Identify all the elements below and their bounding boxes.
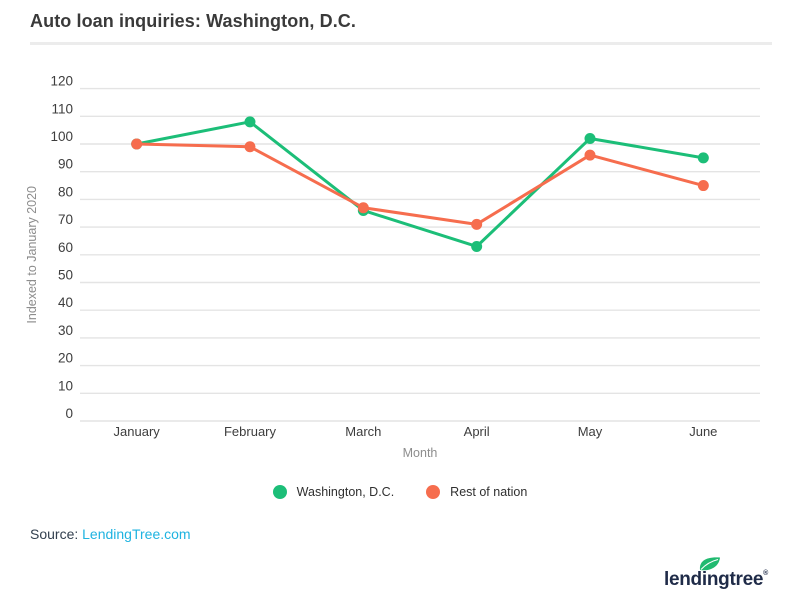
- legend-dot-washington: [272, 485, 287, 499]
- x-tick-label: March: [345, 424, 381, 439]
- x-tick-label: January: [114, 424, 161, 439]
- series-line-1: [135, 142, 705, 226]
- y-tick-label: 0: [65, 406, 73, 421]
- data-point-1-2: [357, 202, 369, 214]
- x-tick-label: June: [689, 424, 717, 439]
- line-chart: 0 10 20 30 40 50 60 70 80 90 100 110 120 January Febru…: [25, 74, 760, 460]
- data-point-1-1: [244, 141, 256, 153]
- source-label: Source:: [30, 526, 83, 542]
- series-line-0: [135, 120, 705, 248]
- chart-legend: Washington, D.C. Rest of nation: [0, 485, 800, 499]
- x-tick-label: April: [464, 424, 490, 439]
- logo-text: lendingtree®: [664, 569, 768, 591]
- x-axis-title: Month: [403, 446, 438, 460]
- data-point-0-1: [244, 116, 256, 128]
- data-point-0-5: [697, 152, 709, 164]
- y-tick-label: 70: [58, 212, 73, 227]
- y-tick-label: 50: [58, 268, 73, 283]
- x-tick-label: February: [224, 424, 277, 439]
- y-tick-label: 20: [58, 351, 73, 366]
- lendingtree-logo: lendingtree®: [664, 556, 784, 596]
- y-tick-label: 120: [50, 74, 73, 89]
- source-link[interactable]: LendingTree.com: [82, 526, 191, 542]
- data-point-1-4: [584, 149, 596, 161]
- data-point-0-3: [471, 240, 483, 252]
- legend-dot-nation: [426, 485, 441, 499]
- leaf-icon: [699, 557, 720, 571]
- legend-item-nation: Rest of nation: [426, 485, 527, 499]
- page-title: Auto loan inquiries: Washington, D.C.: [30, 11, 357, 31]
- y-tick-label: 30: [58, 323, 73, 338]
- title-divider: [30, 42, 772, 45]
- legend-label-nation: Rest of nation: [450, 485, 528, 499]
- y-axis-title: Indexed to January 2020: [25, 186, 39, 324]
- data-point-1-3: [471, 218, 483, 230]
- x-tick-label: May: [578, 424, 603, 439]
- data-point-1-5: [697, 180, 709, 192]
- data-point-1-0: [131, 138, 143, 150]
- y-tick-label: 80: [58, 184, 73, 199]
- y-tick-label: 40: [58, 295, 73, 310]
- source-line: Source: LendingTree.com: [30, 526, 191, 542]
- data-point-0-4: [584, 132, 596, 144]
- y-tick-label: 110: [51, 101, 73, 116]
- y-tick-label: 100: [50, 129, 73, 144]
- y-tick-label: 10: [58, 378, 73, 393]
- legend-item-washington: Washington, D.C.: [272, 485, 395, 499]
- y-tick-label: 60: [58, 240, 73, 255]
- logo-wordmark: lendingtree: [664, 569, 764, 590]
- legend-label-washington: Washington, D.C.: [296, 485, 395, 499]
- registered-mark-icon: ®: [763, 570, 768, 577]
- y-tick-label: 90: [58, 157, 73, 172]
